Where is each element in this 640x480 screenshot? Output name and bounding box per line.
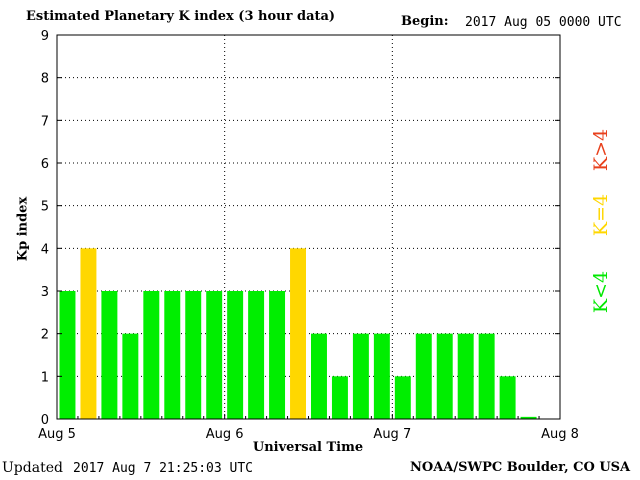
x-tick-label: Aug 5	[38, 427, 76, 442]
legend-equal: K=4	[590, 193, 612, 237]
y-tick-label: 1	[41, 370, 49, 385]
kp-bar	[457, 333, 474, 419]
kp-bar	[331, 376, 348, 419]
kp-bar	[122, 333, 139, 419]
kp-bar	[436, 333, 453, 419]
kp-bar	[394, 376, 411, 419]
y-tick-label: 9	[41, 29, 49, 44]
y-tick-label: 0	[41, 413, 49, 428]
y-tick-label: 7	[41, 114, 49, 129]
kp-bar	[80, 248, 97, 419]
kp-bar	[101, 291, 118, 419]
kp-bar	[311, 333, 327, 419]
begin-value: 2017 Aug 05 0000 UTC	[465, 15, 622, 30]
kp-bar	[478, 333, 495, 419]
kp-bar	[164, 291, 181, 419]
credit-text: NOAA/SWPC Boulder, CO USA	[410, 460, 631, 475]
kp-bar	[227, 291, 244, 419]
begin-label: Begin:	[401, 14, 449, 29]
updated-label: Updated	[2, 460, 63, 476]
kp-bar	[185, 291, 202, 419]
y-axis-label: Kp index	[15, 196, 31, 262]
y-tick-label: 3	[41, 285, 49, 300]
y-tick-label: 8	[41, 72, 49, 87]
kp-bar	[248, 291, 265, 419]
kp-bar	[415, 333, 432, 419]
x-tick-label: Aug 8	[541, 427, 579, 442]
x-tick-label: Aug 7	[373, 427, 411, 442]
kp-bar	[352, 333, 369, 419]
chart-title: Estimated Planetary K index (3 hour data…	[26, 9, 336, 24]
kp-bar	[269, 291, 286, 419]
x-axis-label: Universal Time	[252, 440, 364, 455]
legend-low: K<4	[590, 270, 612, 314]
kp-bar	[499, 376, 516, 419]
y-tick-label: 2	[41, 328, 49, 343]
kp-bar	[290, 248, 306, 419]
kp-bar	[59, 291, 76, 419]
updated-timestamp: 2017 Aug 7 21:25:03 UTC	[73, 461, 254, 476]
legend-high: K>4	[590, 128, 612, 172]
y-tick-label: 5	[41, 200, 49, 215]
y-tick-label: 6	[41, 157, 49, 172]
kp-bar	[373, 333, 390, 419]
x-tick-label: Aug 6	[206, 427, 244, 442]
kp-bar	[206, 291, 223, 419]
kp-bar	[520, 416, 537, 419]
kp-bar	[143, 291, 160, 419]
y-tick-label: 4	[41, 242, 49, 257]
